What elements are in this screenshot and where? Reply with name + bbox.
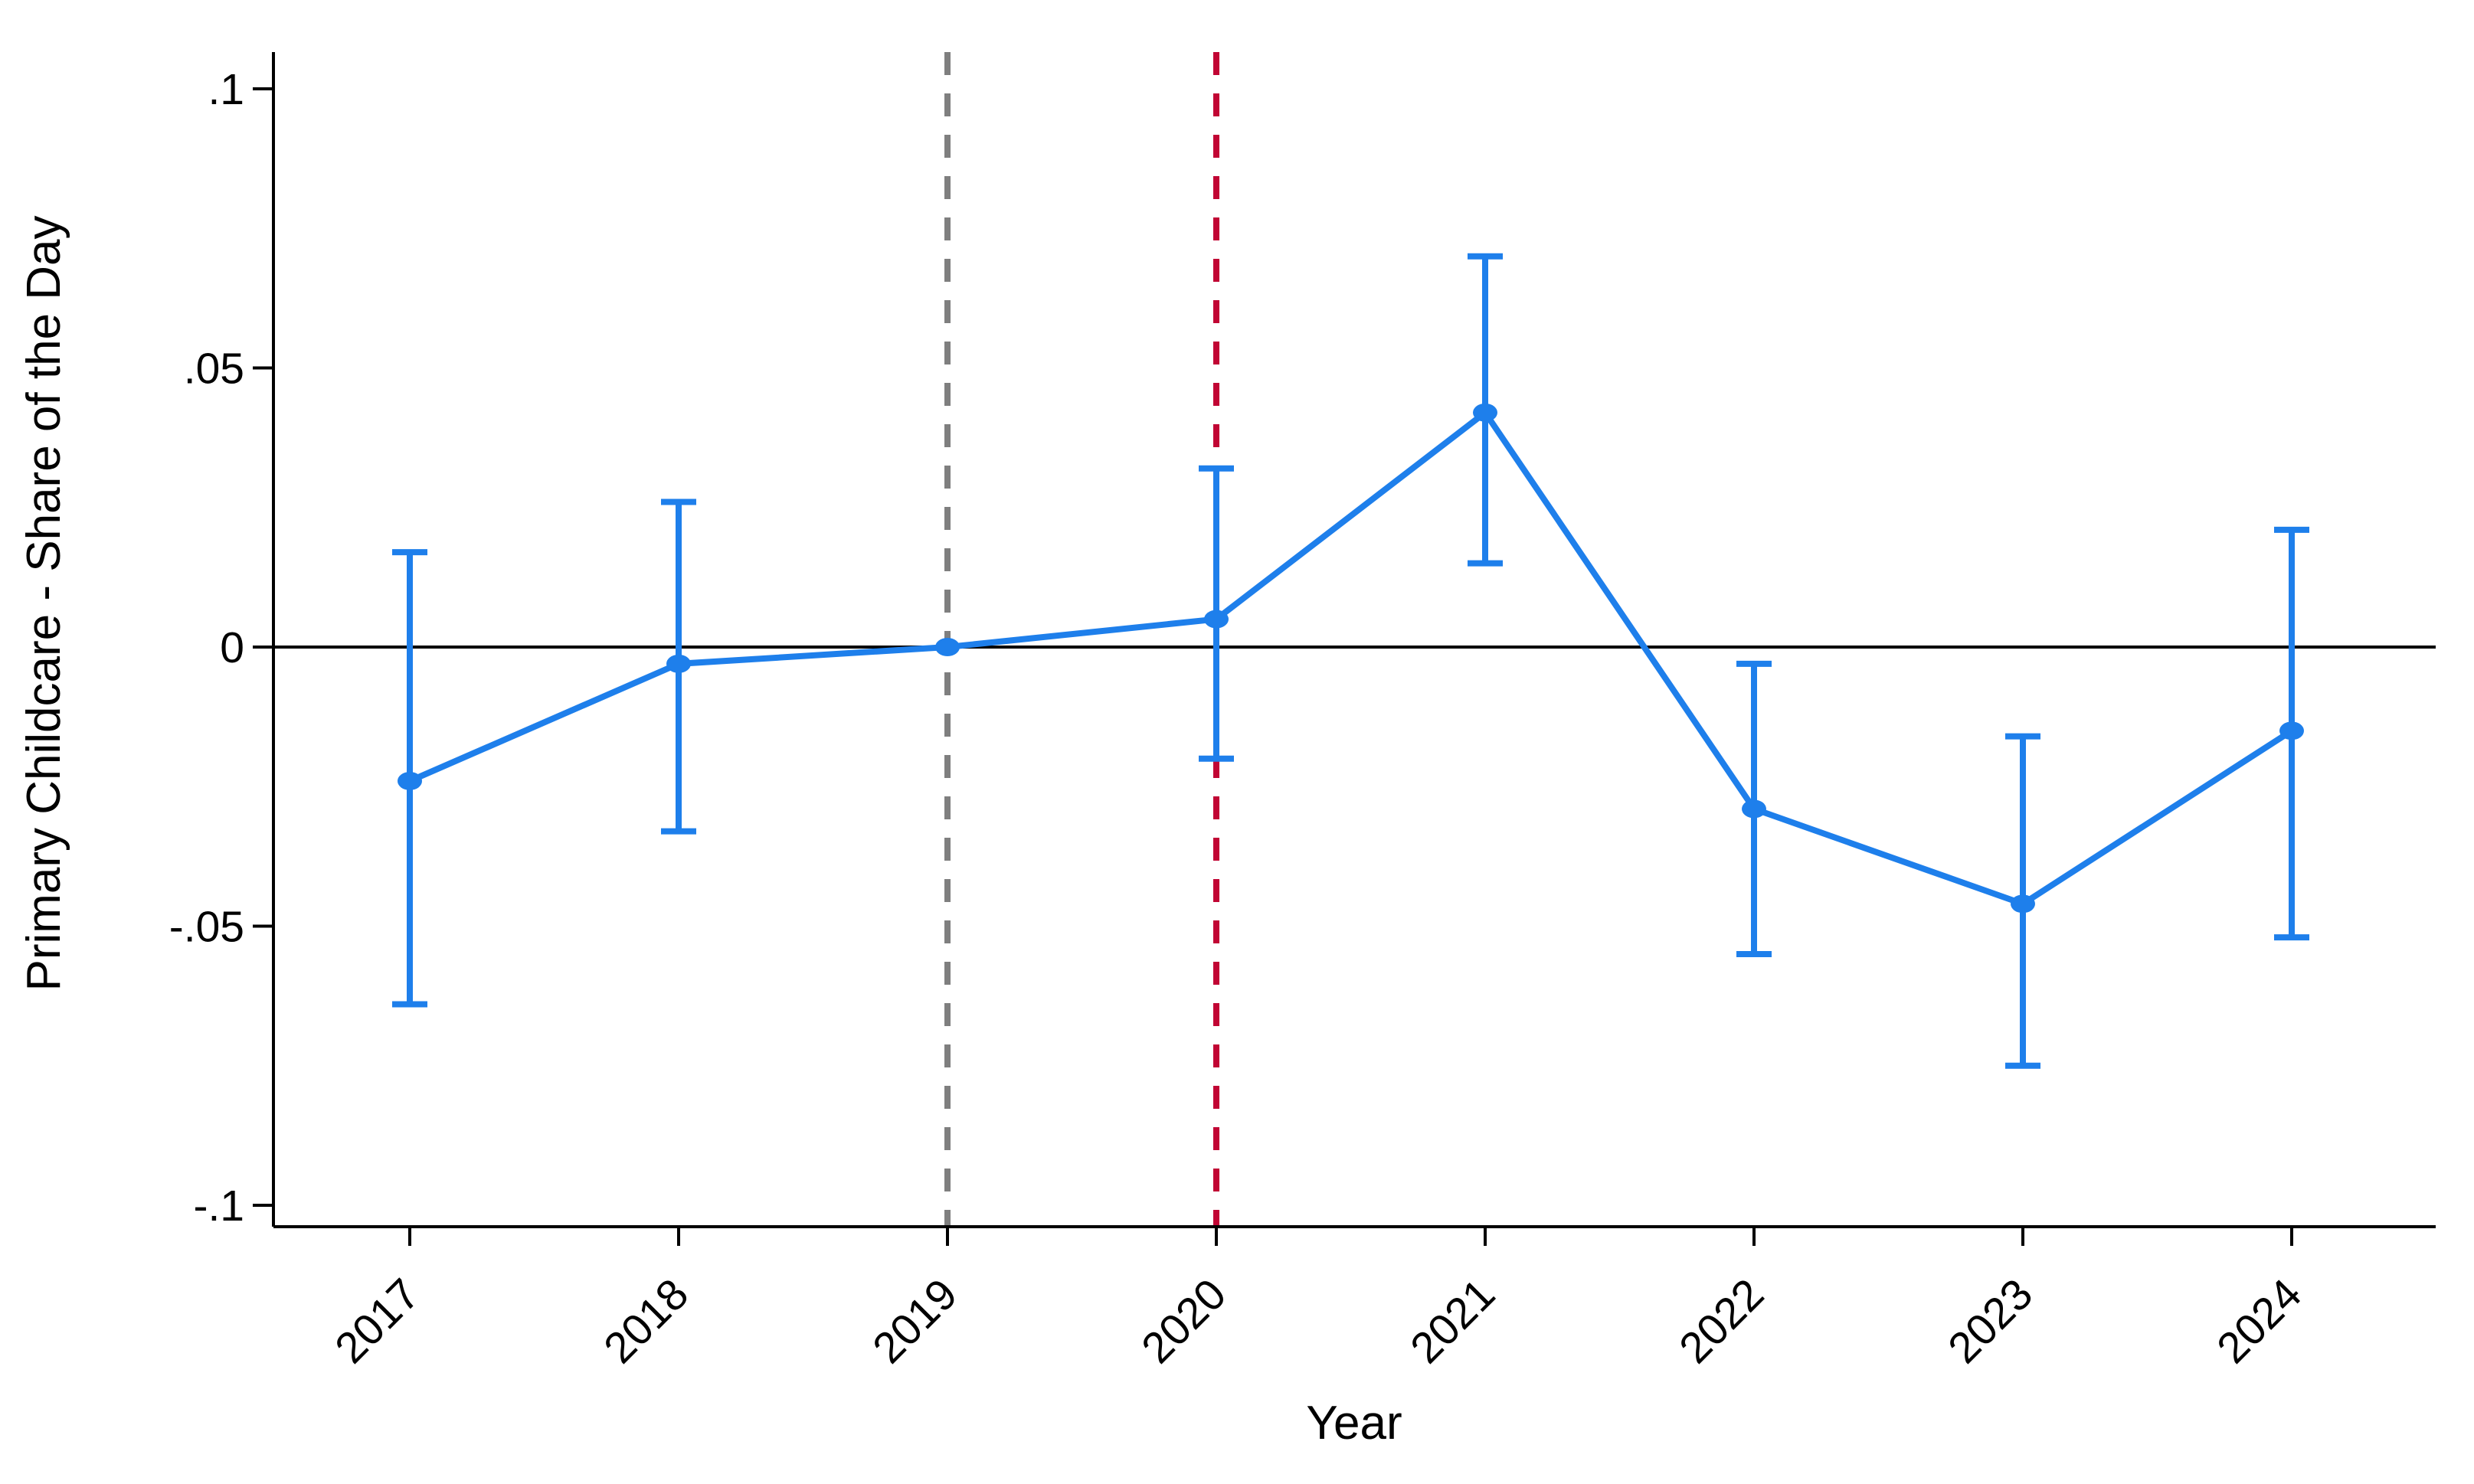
x-tick-label-2020: 2020 xyxy=(1132,1270,1235,1373)
x-tick-label-2022: 2022 xyxy=(1670,1270,1773,1373)
x-tick-label-2019: 2019 xyxy=(863,1270,967,1373)
x-tick-label-2024: 2024 xyxy=(2207,1270,2311,1373)
data-point-2021 xyxy=(1473,403,1497,422)
x-tick-label-2018: 2018 xyxy=(594,1270,698,1373)
y-tick-label: 0 xyxy=(220,623,244,672)
x-tick-label-2023: 2023 xyxy=(1939,1270,2042,1373)
data-point-2023 xyxy=(2011,894,2035,914)
data-point-2019 xyxy=(935,638,960,656)
x-axis-title: Year xyxy=(1306,1397,1402,1450)
series-line-coefficient-estimate xyxy=(408,409,2294,907)
x-tick-label-2017: 2017 xyxy=(326,1270,429,1373)
data-point-2018 xyxy=(666,654,691,673)
y-axis-title: Primary Childcare - Share of the Day xyxy=(18,215,70,992)
y-tick-label: .05 xyxy=(184,345,244,394)
y-tick-label: -.1 xyxy=(193,1182,244,1231)
y-tick-label: -.05 xyxy=(169,903,244,952)
data-point-2017 xyxy=(398,771,422,790)
x-tick-label-2021: 2021 xyxy=(1401,1270,1504,1373)
data-point-2024 xyxy=(2279,721,2304,740)
y-tick-label: .1 xyxy=(208,65,244,114)
data-point-2020 xyxy=(1204,610,1229,629)
data-point-2022 xyxy=(1742,799,1766,819)
